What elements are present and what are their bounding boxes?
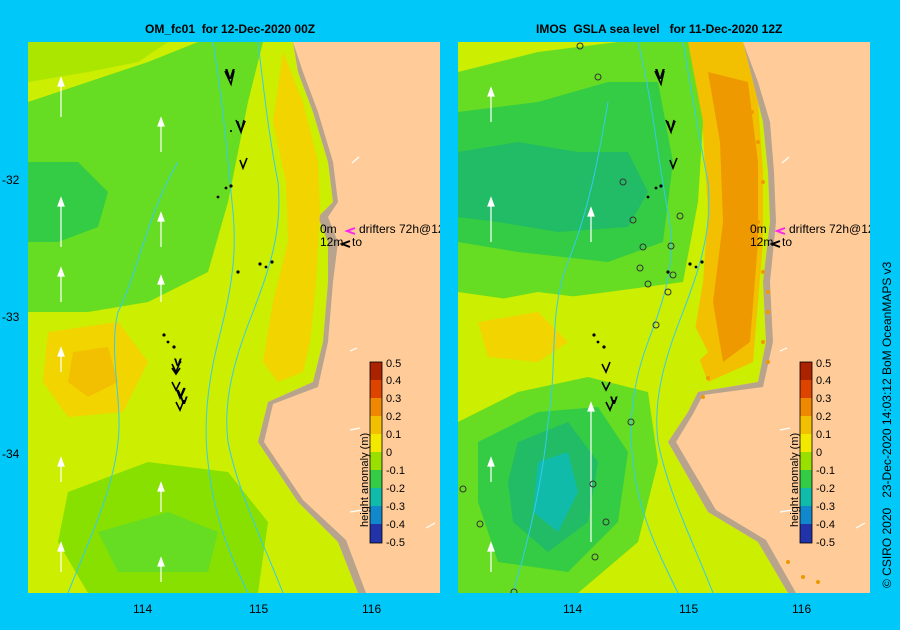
- right-cb-tick: 0: [816, 447, 822, 459]
- svg-text:V: V: [655, 66, 665, 83]
- left-cb-tick: -0.3: [386, 501, 405, 513]
- left-legend-depth-0m: 0m: [320, 222, 337, 236]
- y-tick-label: -33: [2, 310, 20, 324]
- right-map-panel: V V v 0m drifters 72h@12h 12m to 0.5 0.4…: [458, 42, 870, 593]
- right-cb-tick: 0.1: [816, 429, 831, 441]
- svg-text:V: V: [236, 118, 246, 135]
- right-cb-tick: -0.1: [816, 465, 835, 477]
- right-legend-drifters-label: drifters 72h@12h: [789, 222, 870, 236]
- right-cb-tick: -0.2: [816, 483, 835, 495]
- left-cb-tick: -0.2: [386, 483, 405, 495]
- left-map-title: OM_fc01 for 12-Dec-2020 00Z: [145, 22, 316, 36]
- left-cb-tick: 0.4: [386, 375, 401, 387]
- right-colorbar: 0.5 0.4 0.3 0.2 0.1 0 -0.1 -0.2 -0.3 -0.…: [789, 358, 835, 549]
- x-tick-label: 114: [563, 602, 583, 616]
- left-cb-tick: 0.1: [386, 429, 401, 441]
- x-tick-label: 115: [679, 602, 699, 616]
- y-tick-label: -32: [2, 173, 20, 187]
- left-map-svg: v v V V 0m drifters 72h@12h 12m to 0.5 0…: [28, 42, 440, 593]
- x-tick-label: 115: [249, 602, 269, 616]
- right-legend-to-label: to: [782, 235, 792, 249]
- left-cb-tick: 0.2: [386, 411, 401, 423]
- left-colorbar: 0.5 0.4 0.3 0.2 0.1 0 -0.1 -0.2 -0.3 -0.…: [359, 358, 405, 549]
- left-cb-tick: -0.4: [386, 519, 405, 531]
- svg-text:v: v: [610, 391, 618, 407]
- left-map-panel: v v V V 0m drifters 72h@12h 12m to 0.5 0…: [28, 42, 440, 593]
- right-map-svg: V V v 0m drifters 72h@12h 12m to 0.5 0.4…: [458, 42, 870, 593]
- left-colorbar-title: height anomaly (m): [359, 433, 371, 527]
- right-cb-tick: 0.4: [816, 375, 831, 387]
- left-cb-tick: 0.3: [386, 393, 401, 405]
- right-colorbar-title: height anomaly (m): [789, 433, 801, 527]
- right-cb-tick: 0.5: [816, 358, 831, 370]
- right-legend-depth-12m: 12m: [750, 235, 773, 249]
- left-cb-tick: 0: [386, 447, 392, 459]
- right-cb-tick: -0.5: [816, 537, 835, 549]
- svg-text:V: V: [225, 66, 235, 83]
- right-cb-tick: -0.4: [816, 519, 835, 531]
- right-map-title: IMOS GSLA sea level for 11-Dec-2020 12Z: [536, 22, 783, 36]
- left-cb-tick: -0.1: [386, 465, 405, 477]
- left-cb-tick: -0.5: [386, 537, 405, 549]
- left-legend-to-label: to: [352, 235, 362, 249]
- svg-text:v: v: [174, 353, 182, 369]
- left-legend-drifters-label: drifters 72h@12h: [359, 222, 440, 236]
- x-tick-label: 116: [792, 602, 812, 616]
- right-cb-tick: -0.3: [816, 501, 835, 513]
- right-cb-tick: 0.3: [816, 393, 831, 405]
- right-legend-depth-0m: 0m: [750, 222, 767, 236]
- right-cb-tick: 0.2: [816, 411, 831, 423]
- credit-text: © CSIRO 2020 23-Dec-2020 14:03:12 BoM Oc…: [880, 261, 894, 588]
- x-tick-label: 114: [133, 602, 153, 616]
- svg-text:V: V: [666, 118, 676, 135]
- x-tick-label: 116: [362, 602, 382, 616]
- left-legend-depth-12m: 12m: [320, 235, 343, 249]
- left-cb-tick: 0.5: [386, 358, 401, 370]
- y-tick-label: -34: [2, 447, 20, 461]
- svg-text:v: v: [180, 391, 188, 407]
